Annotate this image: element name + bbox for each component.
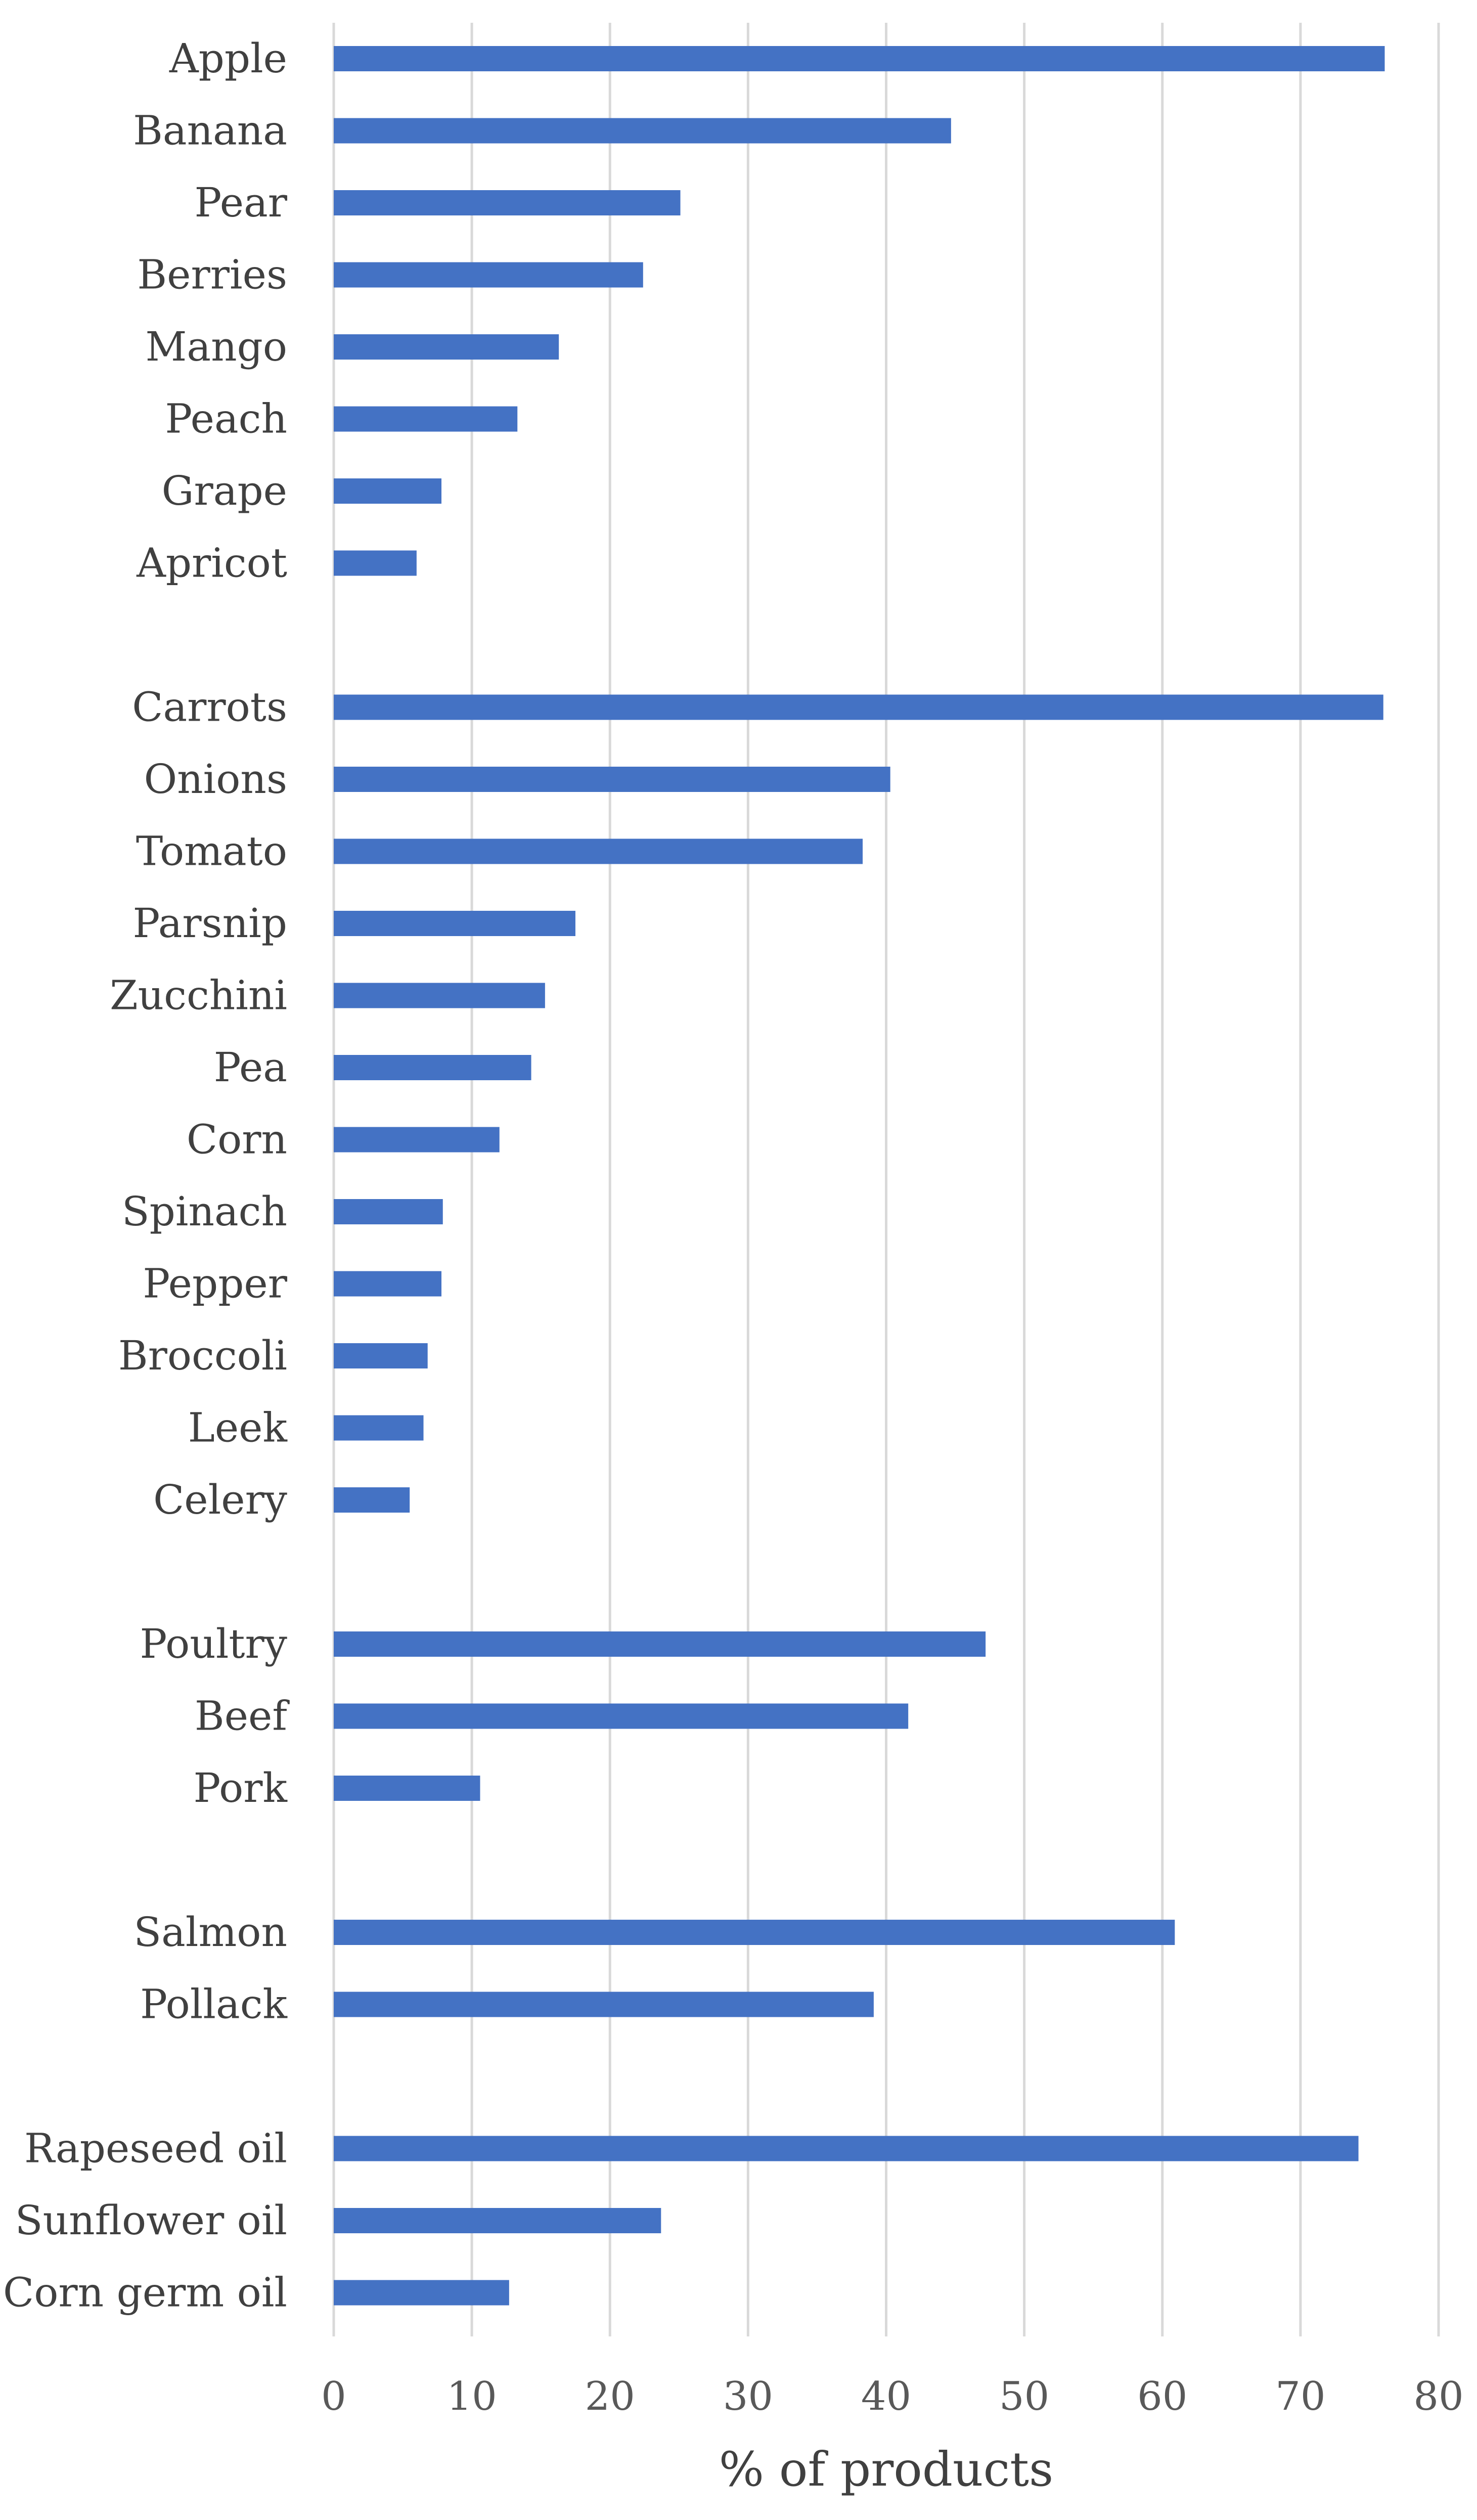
category-label-sunflower-oil: Sunflower oil [15,2197,287,2244]
x-axis-title: % of products [719,2442,1054,2497]
gridlines [332,23,1440,2336]
x-tick-label: 40 [861,2374,911,2419]
bar-pea [334,1055,531,1080]
category-labels: Apple Banana Pear Berries Mango Peach Grape Apr… [3,35,290,2316]
category-label-zucchini: Zucchini [110,972,287,1019]
x-tick-label: 80 [1413,2374,1463,2419]
bar-pear [334,190,681,215]
bar-carrots [334,694,1383,720]
x-tick-label: 70 [1275,2374,1325,2419]
category-label-poultry: Poultry [140,1620,287,1667]
category-label-banana: Banana [133,107,287,154]
bar-banana [334,118,951,144]
category-label-peach: Peach [165,395,287,443]
category-label-pepper: Pepper [143,1260,287,1307]
bar-berries [334,262,643,288]
bar-pork [334,1776,480,1801]
bar-parsnip [334,911,575,936]
bar-tomato [334,838,863,864]
bar-grape [334,478,442,504]
x-tick-label: 60 [1137,2374,1187,2419]
bar-beef [334,1703,909,1729]
category-label-celery: Celery [153,1476,287,1523]
bar-poultry [334,1631,986,1657]
bar-corn [334,1127,500,1153]
bar-zucchini [334,983,545,1008]
category-label-mango: Mango [145,323,287,370]
bar-sunflower-oil [334,2208,661,2233]
bar-corn-germ-oil [334,2280,509,2306]
category-label-parsnip: Parsnip [132,900,287,947]
x-tick-label: 50 [999,2374,1049,2419]
category-label-carrots: Carrots [132,684,287,731]
category-label-rapeseed-oil: Rapeseed oil [24,2125,287,2172]
category-label-salmon: Salmon [133,1909,287,1956]
bar-rapeseed-oil [334,2136,1359,2161]
category-label-corn: Corn [187,1116,287,1163]
category-label-leek: Leek [188,1404,288,1451]
category-label-tomato: Tomato [136,828,287,875]
category-label-onions: Onions [144,756,287,803]
category-label-pear: Pear [194,179,287,226]
bar-salmon [334,1920,1175,1945]
category-label-corn-germ-oil: Corn germ oil [3,2269,287,2316]
category-label-spinach: Spinach [122,1188,287,1235]
category-label-grape: Grape [162,467,287,514]
bar-onions [334,767,890,792]
bars [334,46,1385,2306]
bar-peach [334,406,518,432]
bar-pollack [334,1992,874,2017]
bar-apple [334,46,1385,71]
category-label-apple: Apple [169,35,287,82]
bar-apricot [334,550,417,576]
category-label-pea: Pea [214,1044,287,1091]
x-tick-label: 20 [585,2374,635,2419]
bar-pepper [334,1271,442,1297]
category-label-berries: Berries [137,251,287,298]
category-label-apricot: Apricot [136,540,287,587]
bar-celery [334,1487,410,1513]
category-label-beef: Beef [195,1693,290,1740]
bar-leek [334,1415,424,1441]
x-tick-label: 10 [446,2374,497,2419]
bar-spinach [334,1199,443,1224]
category-label-pork: Pork [194,1764,288,1811]
x-tick-label: 0 [321,2374,346,2419]
x-tick-label: 30 [723,2374,773,2419]
x-tick-labels: 0 10 20 30 40 50 60 70 80 [321,2374,1463,2419]
bar-broccoli [334,1343,428,1368]
bar-mango [334,334,559,360]
category-label-broccoli: Broccoli [118,1332,287,1379]
category-label-pollack: Pollack [140,1981,288,2028]
